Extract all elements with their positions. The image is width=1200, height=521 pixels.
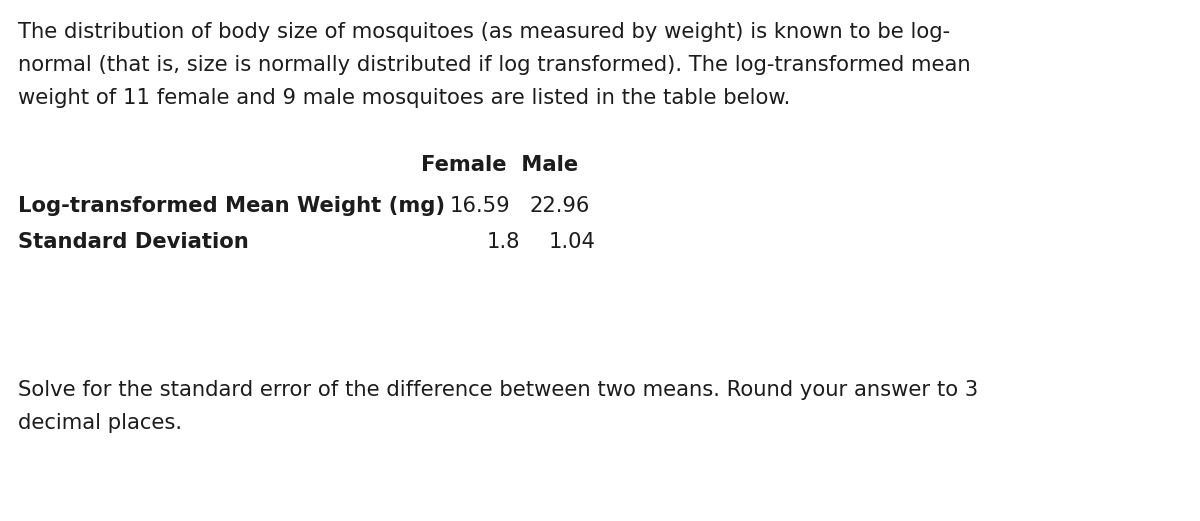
Text: 1.8: 1.8 [486,232,520,252]
Text: The distribution of body size of mosquitoes (as measured by weight) is known to : The distribution of body size of mosquit… [18,22,950,42]
Text: 1.04: 1.04 [550,232,596,252]
Text: 22.96: 22.96 [529,196,590,216]
Text: Log-transformed Mean Weight (mg): Log-transformed Mean Weight (mg) [18,196,445,216]
Text: Standard Deviation: Standard Deviation [18,232,248,252]
Text: decimal places.: decimal places. [18,413,182,433]
Text: Female  Male: Female Male [421,155,578,175]
Text: normal (that is, size is normally distributed if log transformed). The log-trans: normal (that is, size is normally distri… [18,55,971,75]
Text: 16.59: 16.59 [449,196,510,216]
Text: Solve for the standard error of the difference between two means. Round your ans: Solve for the standard error of the diff… [18,380,978,400]
Text: weight of 11 female and 9 male mosquitoes are listed in the table below.: weight of 11 female and 9 male mosquitoe… [18,88,791,108]
